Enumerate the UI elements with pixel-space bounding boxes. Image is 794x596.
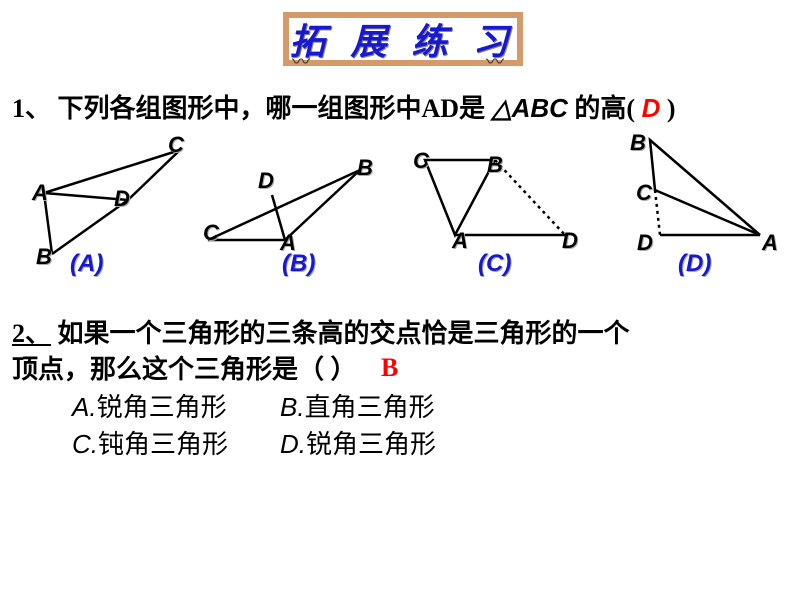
- q2-answer: B: [381, 350, 398, 386]
- q2-opt-a-letter: A.: [72, 392, 97, 422]
- q1-num: 1、: [12, 94, 51, 123]
- q2-opt-b-text: 直角三角形: [305, 393, 435, 422]
- q2-opt-b-letter: B.: [280, 392, 305, 422]
- q2-opt-d-letter: D.: [280, 429, 306, 459]
- label-c-A: A: [452, 228, 468, 254]
- q2-num: 2、: [12, 319, 51, 348]
- question-1: 1、 下列各组图形中，哪一组图形中AD是 △ABC 的高( D ): [12, 88, 782, 125]
- q2-opt-d-text: 锐角三角形: [306, 430, 436, 459]
- q2-line1: 如果一个三角形的三条高的交点恰是三角形的一个: [51, 319, 630, 348]
- label-d-B: B: [630, 130, 646, 156]
- diagrams-row: A C D B (A) C B A D (B) C B A D (C) B C …: [0, 130, 794, 280]
- label-a-B: B: [36, 244, 52, 270]
- option-b: (B): [282, 250, 315, 278]
- option-c: (C): [478, 250, 511, 278]
- label-d-A: A: [762, 230, 778, 256]
- label-c-B: B: [487, 152, 503, 178]
- q2-line2: 顶点，那么这个三角形是（ ）: [12, 355, 357, 384]
- label-a-C: C: [168, 132, 184, 158]
- label-d-C: C: [636, 180, 652, 206]
- label-a-D: D: [114, 186, 130, 212]
- q2-opt-c-text: 钝角三角形: [98, 430, 228, 459]
- diagram-a: [30, 140, 190, 260]
- option-d: (D): [678, 250, 711, 278]
- label-a-A: A: [32, 180, 48, 206]
- option-a: (A): [70, 250, 103, 278]
- q1-text1: 下列各组图形中，哪一组图形中AD是: [58, 94, 486, 123]
- q2-options: A.锐角三角形 B.直角三角形 C.钝角三角形 D.锐角三角形: [70, 388, 488, 464]
- label-b-B: B: [357, 155, 373, 181]
- q1-answer: D: [642, 93, 661, 123]
- title-text: 拓 展 练 习: [289, 13, 516, 65]
- label-c-D: D: [562, 228, 578, 254]
- q2-opt-a-text: 锐角三角形: [97, 393, 227, 422]
- label-b-C: C: [203, 220, 219, 246]
- swoosh-right: 〰: [486, 48, 504, 74]
- label-d-D: D: [637, 230, 653, 256]
- diagram-d: [630, 135, 780, 245]
- q2-opt-c-letter: C.: [72, 429, 98, 459]
- q1-text2: 的高(: [574, 94, 635, 123]
- swoosh-left: 〰: [292, 48, 310, 74]
- label-c-C: C: [413, 148, 429, 174]
- q1-text3: ): [667, 94, 676, 123]
- label-b-D: D: [258, 168, 274, 194]
- q1-triangle: △ABC: [492, 93, 568, 123]
